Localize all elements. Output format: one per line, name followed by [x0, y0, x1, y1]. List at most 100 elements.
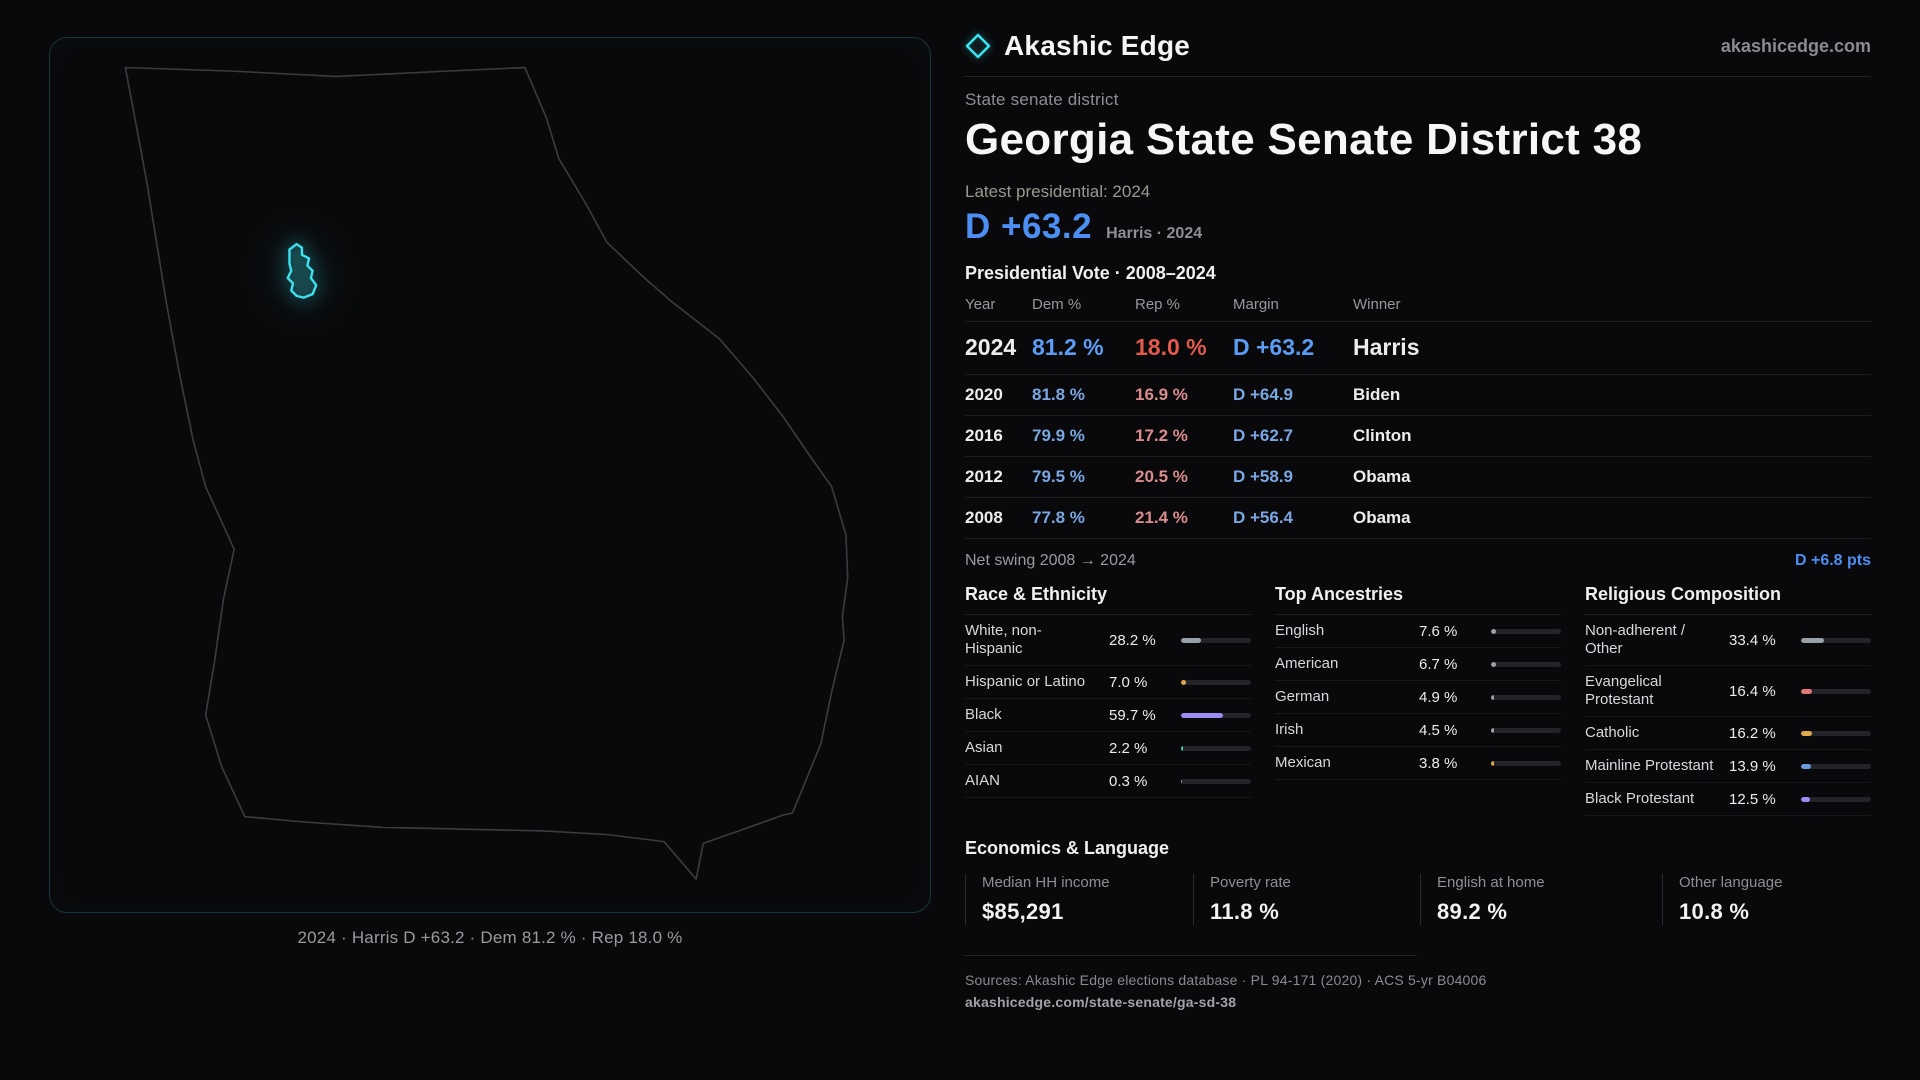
demo-bar-track	[1801, 763, 1871, 769]
demo-row: Non-adherent / Other 33.4 %	[1585, 615, 1871, 667]
demo-row: Black Protestant 12.5 %	[1585, 783, 1871, 817]
demo-bar-fill	[1181, 712, 1223, 718]
demo-label: Catholic	[1585, 724, 1640, 742]
demo-label: AIAN	[965, 772, 1001, 790]
demo-value: 16.4 %	[1729, 682, 1776, 700]
demo-row: Asian 2.2 %	[965, 732, 1251, 766]
demo-row: Mainline Protestant 13.9 %	[1585, 750, 1871, 784]
vote-margin: D +56.4	[1233, 508, 1294, 528]
sources-text: Sources: Akashic Edge elections database…	[965, 972, 1487, 989]
column-header-winner: Winner	[1353, 296, 1401, 314]
demographics-section: Race & Ethnicity White, non-Hispanic 28.…	[965, 584, 1871, 817]
demo-bar-fill	[1181, 637, 1201, 643]
vote-table-title: Presidential Vote · 2008–2024	[965, 263, 1216, 284]
georgia-outline	[125, 68, 847, 880]
demo-bar-track	[1491, 628, 1561, 634]
demo-value: 28.2 %	[1109, 631, 1156, 649]
map-caption: 2024 · Harris D +63.2 · Dem 81.2 % · Rep…	[297, 928, 683, 947]
demo-row: Mexican 3.8 %	[1275, 747, 1561, 781]
vote-margin: D +58.9	[1233, 467, 1294, 487]
demo-row: Catholic 16.2 %	[1585, 717, 1871, 751]
vote-row-2016: 2016 79.9 % 17.2 % D +62.7 Clinton	[965, 416, 1871, 458]
demo-bar-track	[1801, 688, 1871, 694]
stat-other-language: Other language 10.8 %	[1662, 874, 1871, 926]
vote-dem: 79.9 %	[1032, 426, 1085, 446]
demo-value: 4.9 %	[1419, 688, 1458, 706]
permalink-link[interactable]: akashicedge.com/state-senate/ga-sd-38	[965, 994, 1237, 1011]
net-swing-value: D +6.8 pts	[1794, 552, 1871, 570]
headline-margin: D +63.2	[965, 207, 1093, 247]
vote-dem: 81.8 %	[1032, 385, 1085, 405]
vote-dem: 81.2 %	[1032, 334, 1104, 361]
demo-bar-track	[1181, 637, 1251, 643]
stat-label: Other language	[1679, 874, 1783, 892]
district-highlight[interactable]	[288, 244, 317, 298]
info-panel: Akashic Edge akashicedge.com State senat…	[965, 30, 1871, 1010]
demo-bar-fill	[1801, 763, 1811, 769]
demo-value: 7.0 %	[1109, 673, 1148, 691]
page-title: Georgia State Senate District 38	[965, 115, 1643, 164]
vote-row-2008: 2008 77.8 % 21.4 % D +56.4 Obama	[965, 498, 1871, 540]
economics-title: Economics & Language	[965, 838, 1170, 859]
demo-value: 59.7 %	[1109, 706, 1156, 724]
demo-label: Non-adherent / Other	[1585, 622, 1686, 658]
vote-year: 2024	[965, 334, 1017, 361]
diamond-logo-icon	[965, 33, 991, 59]
vote-row-2012: 2012 79.5 % 20.5 % D +58.9 Obama	[965, 457, 1871, 499]
demo-row: Irish 4.5 %	[1275, 714, 1561, 748]
column-header-year: Year	[965, 296, 996, 314]
demo-label: English	[1275, 622, 1325, 640]
vote-rep: 21.4 %	[1135, 508, 1188, 528]
demo-bar-fill	[1801, 730, 1813, 736]
demo-title: Religious Composition	[1585, 584, 1871, 616]
brand-domain-link[interactable]: akashicedge.com	[1720, 35, 1871, 56]
column-header-dem: Dem %	[1032, 296, 1082, 314]
vote-margin: D +62.7	[1233, 426, 1294, 446]
demo-bar-fill	[1181, 679, 1186, 685]
demo-value: 4.5 %	[1419, 721, 1458, 739]
vote-margin: D +64.9	[1233, 385, 1294, 405]
stat-value: $85,291	[982, 899, 1064, 925]
demo-label: Black	[965, 706, 1002, 724]
demo-row: Black 59.7 %	[965, 699, 1251, 733]
vote-winner: Obama	[1353, 467, 1411, 487]
demo-bar-fill	[1181, 745, 1183, 751]
net-swing-label: Net swing 2008 → 2024	[965, 552, 1136, 570]
demo-value: 12.5 %	[1729, 790, 1776, 808]
brand-name: Akashic Edge	[1004, 30, 1191, 61]
stat-median-hh-income: Median HH income $85,291	[965, 874, 1193, 926]
demo-label: Black Protestant	[1585, 790, 1695, 808]
demo-label: Irish	[1275, 721, 1304, 739]
vote-row-2020: 2020 81.8 % 16.9 % D +64.9 Biden	[965, 375, 1871, 417]
column-header-rep: Rep %	[1135, 296, 1181, 314]
kicker: State senate district	[965, 90, 1119, 109]
demo-label: German	[1275, 688, 1330, 706]
demo-bar-track	[1181, 745, 1251, 751]
demo-row: American 6.7 %	[1275, 648, 1561, 682]
demo-row: White, non-Hispanic 28.2 %	[965, 615, 1251, 667]
demo-row: English 7.6 %	[1275, 615, 1561, 649]
demo-value: 6.7 %	[1419, 655, 1458, 673]
vote-year: 2012	[965, 467, 1003, 487]
demo-row: Evangelical Protestant 16.4 %	[1585, 666, 1871, 718]
demo-label: Asian	[965, 739, 1003, 757]
demo-value: 0.3 %	[1109, 772, 1148, 790]
vote-rep: 20.5 %	[1135, 467, 1188, 487]
vote-rep: 17.2 %	[1135, 426, 1188, 446]
stat-label: English at home	[1437, 874, 1545, 892]
vote-row-2024: 2024 81.2 % 18.0 % D +63.2 Harris	[965, 322, 1871, 376]
vote-year: 2020	[965, 385, 1003, 405]
vote-dem: 77.8 %	[1032, 508, 1085, 528]
demo-bar-fill	[1491, 694, 1495, 700]
state-map	[74, 64, 908, 888]
demo-label: White, non-Hispanic	[965, 622, 1042, 658]
demo-value: 13.9 %	[1729, 757, 1776, 775]
demo-bar-fill	[1491, 628, 1497, 634]
stat-value: 11.8 %	[1210, 899, 1280, 925]
demo-bar-track	[1801, 796, 1871, 802]
demo-title: Top Ancestries	[1275, 584, 1561, 616]
demo-bar-track	[1181, 712, 1251, 718]
vote-winner: Clinton	[1353, 426, 1412, 446]
stat-value: 10.8 %	[1679, 899, 1750, 925]
